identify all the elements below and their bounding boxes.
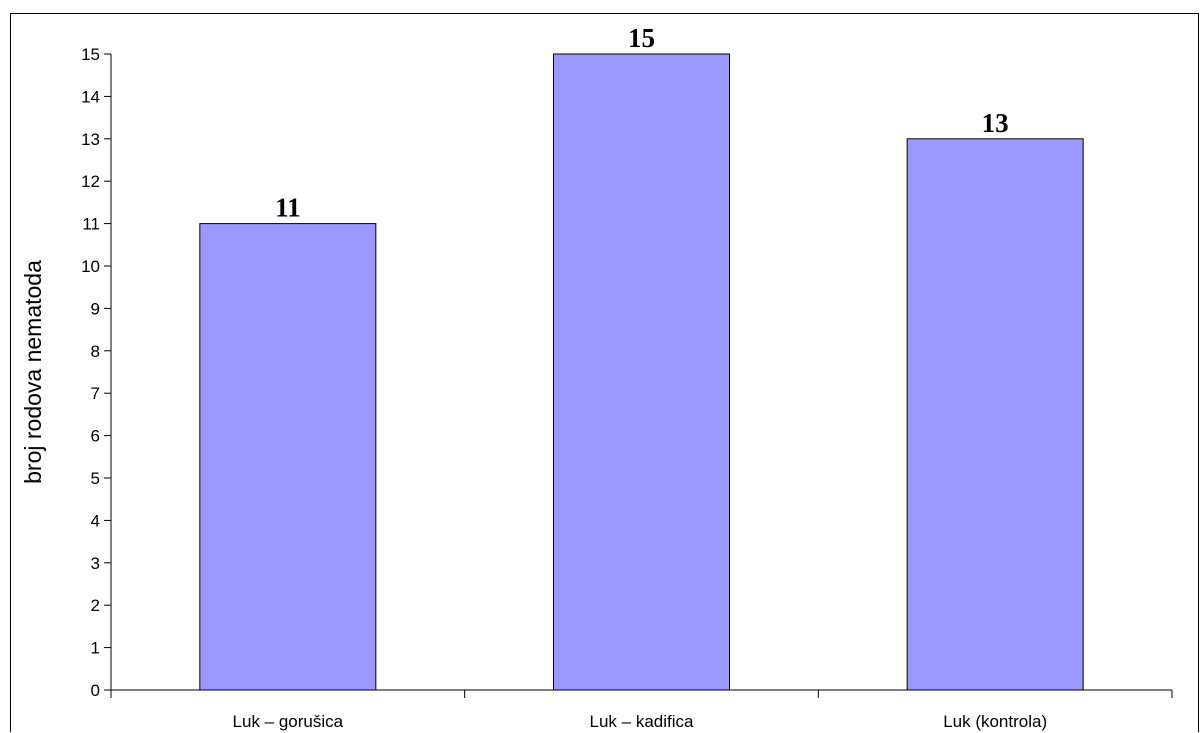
y-tick-label: 4 — [91, 511, 100, 530]
y-tick-label: 10 — [81, 257, 100, 276]
data-labels: 11 15 13 — [275, 23, 1009, 223]
x-category-label: Luk – gorušica — [233, 712, 344, 731]
x-axis-ticks: Luk – gorušica Luk – kadifica Luk (kontrol… — [110, 690, 1173, 731]
bars — [199, 53, 1084, 691]
bar-value-label: 15 — [628, 23, 655, 53]
y-tick-label: 15 — [81, 45, 100, 64]
y-tick-label: 13 — [81, 130, 100, 149]
y-tick-label: 2 — [91, 596, 100, 615]
y-tick-label: 8 — [91, 342, 100, 361]
bar-value-label: 11 — [275, 193, 301, 223]
y-tick-label: 0 — [91, 681, 100, 700]
y-tick-label: 9 — [91, 299, 100, 318]
bar — [199, 223, 377, 691]
x-category-label: Luk – kadifica — [590, 712, 694, 731]
bar — [906, 138, 1084, 691]
y-tick-label: 1 — [91, 639, 100, 658]
bar-value-label: 13 — [982, 108, 1009, 138]
y-tick-label: 7 — [91, 384, 100, 403]
y-tick-label: 11 — [82, 215, 100, 234]
y-tick-label: 6 — [91, 427, 100, 446]
y-tick-label: 5 — [91, 469, 100, 488]
y-tick-label: 3 — [91, 554, 100, 573]
y-tick-label: 12 — [81, 172, 100, 191]
y-axis-title: broj rodova nematoda — [20, 260, 46, 484]
y-tick-label: 14 — [81, 87, 100, 106]
x-category-label: Luk (kontrola) — [943, 712, 1047, 731]
bar — [553, 53, 730, 691]
